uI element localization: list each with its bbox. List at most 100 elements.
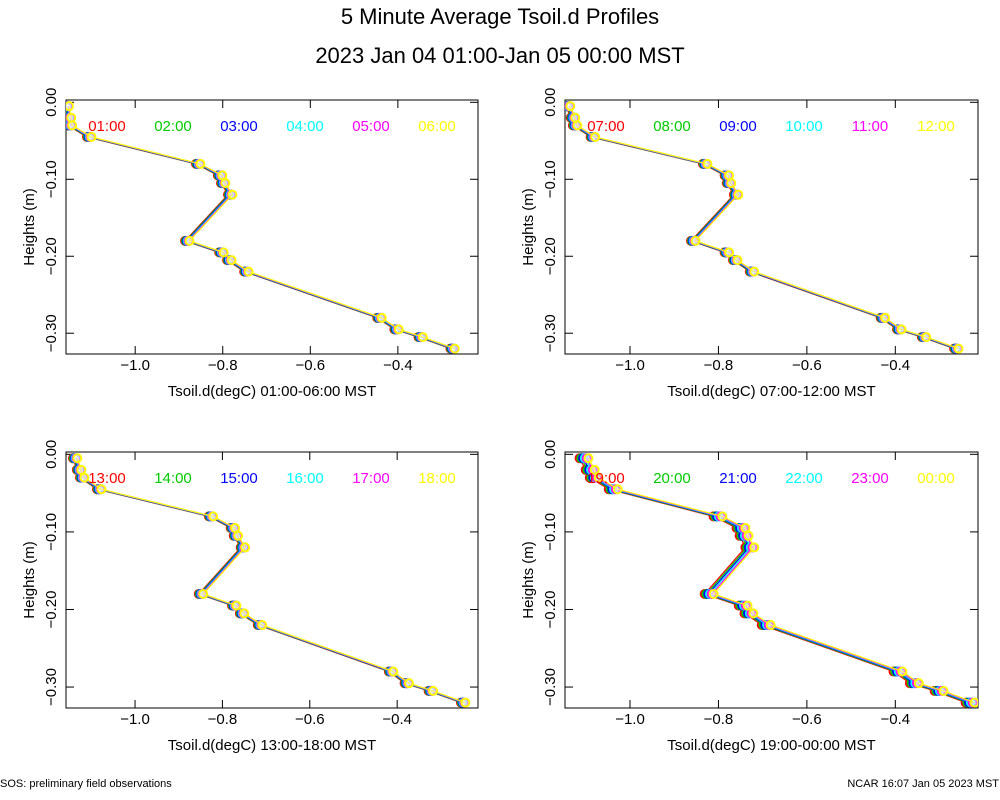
- plot-frame: [564, 451, 979, 709]
- profile-point: [938, 685, 949, 696]
- profile-point: [67, 120, 78, 131]
- profile-point: [742, 600, 753, 611]
- profile-point: [184, 235, 195, 246]
- profile-point: [233, 530, 244, 541]
- profile-point: [195, 158, 206, 169]
- profile-point: [733, 189, 744, 200]
- profile-point: [96, 484, 107, 495]
- profile-point: [590, 131, 601, 142]
- legend-label: 05:00: [352, 118, 390, 135]
- panel: −1.0 −0.8 −0.6 −0.4 0.00 −0.10 −0.20 −0.30 Tsoil…: [21, 88, 479, 400]
- plot-frame: [564, 99, 979, 355]
- legend-label: 20:00: [653, 470, 691, 487]
- plot-area: [66, 101, 460, 354]
- legend-label: 07:00: [587, 118, 625, 135]
- profile-point: [726, 178, 737, 189]
- profile-point: [612, 484, 623, 495]
- profile-point: [743, 530, 754, 541]
- y-tick-label: −0.20: [43, 237, 60, 275]
- profile-line: [582, 457, 970, 704]
- x-tick-label: −0.6: [295, 711, 325, 728]
- profile-point: [765, 619, 776, 630]
- x-tick-label: −0.8: [704, 357, 734, 374]
- legend-label: 13:00: [88, 470, 126, 487]
- legend-label: 08:00: [653, 118, 691, 135]
- x-tick-label: −0.4: [880, 711, 910, 728]
- profile-point: [896, 324, 907, 335]
- profile-point: [220, 178, 231, 189]
- legend-label: 01:00: [88, 118, 126, 135]
- plot-frame: [65, 451, 479, 709]
- profile-point: [66, 101, 75, 112]
- x-tick-label: −0.4: [383, 357, 413, 374]
- profile-point: [86, 131, 97, 142]
- profile-point: [749, 542, 760, 553]
- title: 5 Minute Average Tsoil.d Profiles: [341, 4, 659, 29]
- y-axis-label: Heights (m): [520, 188, 537, 266]
- y-tick-label: 0.00: [43, 440, 60, 469]
- legend-label: 12:00: [917, 118, 955, 135]
- y-tick-label: −0.20: [542, 237, 559, 275]
- plot-area: [565, 101, 964, 354]
- legend-label: 04:00: [286, 118, 324, 135]
- y-axis-label: Heights (m): [520, 541, 537, 619]
- profile-point: [724, 247, 735, 258]
- profile-point: [449, 343, 460, 354]
- profile-point: [227, 189, 238, 200]
- profile-point: [240, 542, 251, 553]
- profile-point: [208, 511, 219, 522]
- profile-point: [218, 247, 229, 258]
- y-tick-label: −0.10: [43, 160, 60, 198]
- profile-point: [593, 472, 604, 483]
- x-axis-label: Tsoil.d(degC) 01:00-06:00 MST: [168, 383, 376, 400]
- x-tick-label: −0.8: [208, 711, 238, 728]
- subtitle: 2023 Jan 04 01:00-Jan 05 00:00 MST: [315, 43, 684, 68]
- legend-label: 02:00: [154, 118, 192, 135]
- profile-point: [565, 101, 576, 112]
- profile-point: [376, 312, 387, 323]
- profile-point: [583, 453, 594, 464]
- profile-point: [198, 588, 209, 599]
- y-tick-label: −0.30: [542, 314, 559, 352]
- y-tick-label: 0.00: [542, 440, 559, 469]
- profile-point: [239, 608, 250, 619]
- x-tick-label: −1.0: [615, 711, 645, 728]
- profile-point: [72, 453, 83, 464]
- profile-point: [897, 666, 908, 677]
- panel: −1.0 −0.8 −0.6 −0.4 0.00 −0.10 −0.20 −0.30 Tsoil…: [520, 440, 979, 754]
- profile-line: [586, 457, 973, 704]
- profile-point: [880, 312, 891, 323]
- legend-label: 23:00: [851, 470, 889, 487]
- y-tick-label: −0.20: [542, 590, 559, 628]
- profile-point: [393, 324, 404, 335]
- profile-point: [921, 332, 932, 343]
- y-axis-label: Heights (m): [21, 541, 38, 619]
- x-tick-label: −0.8: [208, 357, 238, 374]
- profile-line: [587, 457, 975, 704]
- legend-label: 18:00: [418, 470, 456, 487]
- profile-line: [68, 106, 455, 350]
- profile-line: [76, 458, 466, 704]
- profile-point: [243, 266, 254, 277]
- footer-right: NCAR 16:07 Jan 05 2023 MST: [847, 778, 999, 790]
- profile-point: [748, 608, 759, 619]
- plot-frame: [65, 99, 479, 355]
- legend-label: 15:00: [220, 470, 258, 487]
- profile-line: [584, 457, 972, 704]
- y-tick-label: −0.10: [542, 513, 559, 551]
- profile-point: [226, 255, 237, 266]
- y-tick-label: −0.30: [43, 314, 60, 352]
- x-tick-label: −1.0: [120, 357, 150, 374]
- profile-point: [403, 678, 414, 689]
- profile-point: [708, 588, 719, 599]
- legend-label: 22:00: [785, 470, 823, 487]
- profile-point: [969, 697, 978, 708]
- y-tick-label: −0.10: [542, 160, 559, 198]
- profile-point: [589, 464, 600, 475]
- legend-label: 19:00: [587, 470, 625, 487]
- profile-line: [580, 457, 968, 704]
- x-axis-label: Tsoil.d(degC) 19:00-00:00 MST: [667, 737, 875, 754]
- x-axis-label: Tsoil.d(degC) 13:00-18:00 MST: [168, 737, 376, 754]
